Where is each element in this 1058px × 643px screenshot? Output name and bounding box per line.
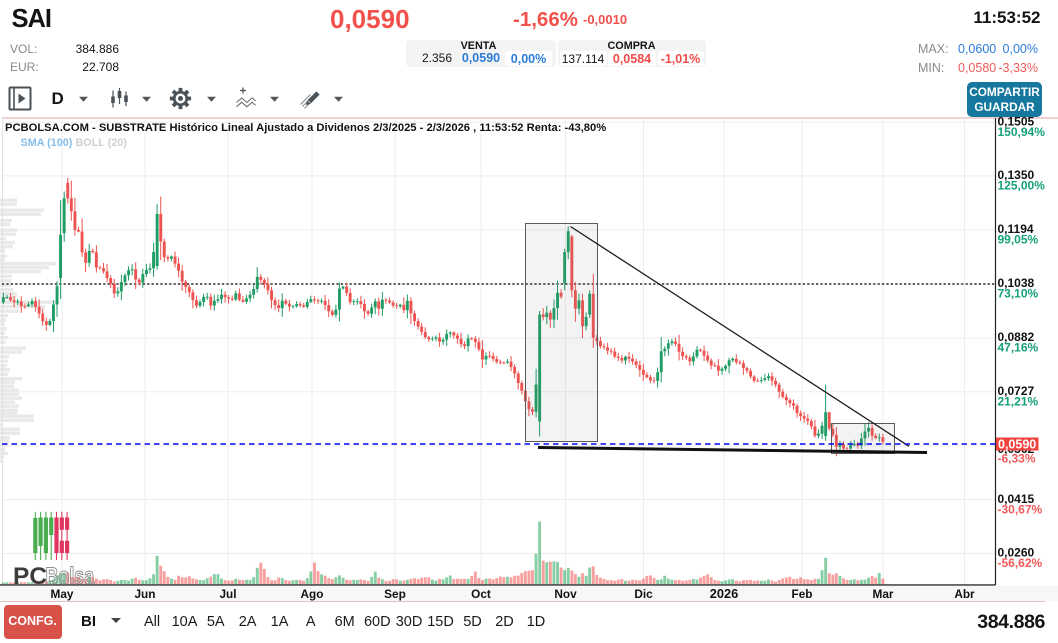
svg-text:Abr: Abr	[954, 587, 975, 601]
svg-text:-56,62%: -56,62%	[998, 556, 1043, 570]
svg-text:-30,67%: -30,67%	[998, 502, 1043, 516]
svg-text:Oct: Oct	[471, 587, 491, 601]
svg-text:Mar: Mar	[873, 587, 894, 601]
svg-text:150,94%: 150,94%	[998, 125, 1046, 139]
svg-text:0,1350: 0,1350	[998, 168, 1035, 182]
svg-text:0,0415: 0,0415	[998, 492, 1035, 506]
svg-text:0,0590: 0,0590	[998, 437, 1036, 451]
svg-text:2026: 2026	[710, 586, 738, 601]
svg-text:May: May	[51, 587, 74, 601]
svg-text:0,1194: 0,1194	[998, 222, 1034, 236]
svg-text:Ago: Ago	[301, 587, 324, 601]
svg-text:73,10%: 73,10%	[998, 287, 1039, 301]
svg-text:Jul: Jul	[219, 587, 236, 601]
svg-text:BOLL (20): BOLL (20)	[76, 137, 128, 149]
svg-text:0,0727: 0,0727	[998, 384, 1035, 398]
svg-text:Jun: Jun	[135, 587, 156, 601]
svg-text:SMA (100): SMA (100)	[21, 137, 73, 149]
svg-text:0,1505: 0,1505	[998, 117, 1035, 129]
svg-text:Dic: Dic	[634, 587, 653, 601]
svg-text:PC: PC	[13, 563, 47, 590]
svg-text:47,16%: 47,16%	[998, 341, 1039, 355]
svg-text:Sep: Sep	[384, 587, 406, 601]
svg-text:0,0260: 0,0260	[998, 546, 1035, 560]
svg-text:Bolsa: Bolsa	[46, 562, 96, 589]
svg-text:Nov: Nov	[554, 587, 577, 601]
svg-text:Feb: Feb	[792, 587, 813, 601]
svg-text:125,00%: 125,00%	[998, 179, 1046, 193]
svg-text:0,1038: 0,1038	[998, 276, 1035, 290]
svg-text:99,05%: 99,05%	[998, 233, 1039, 247]
svg-text:PCBOLSA.COM - SUBSTRATE Histór: PCBOLSA.COM - SUBSTRATE Histórico Lineal…	[5, 122, 606, 134]
svg-text:-6,33%: -6,33%	[998, 452, 1036, 466]
svg-text:0,0882: 0,0882	[998, 330, 1035, 344]
svg-text:21,21%: 21,21%	[998, 394, 1039, 408]
